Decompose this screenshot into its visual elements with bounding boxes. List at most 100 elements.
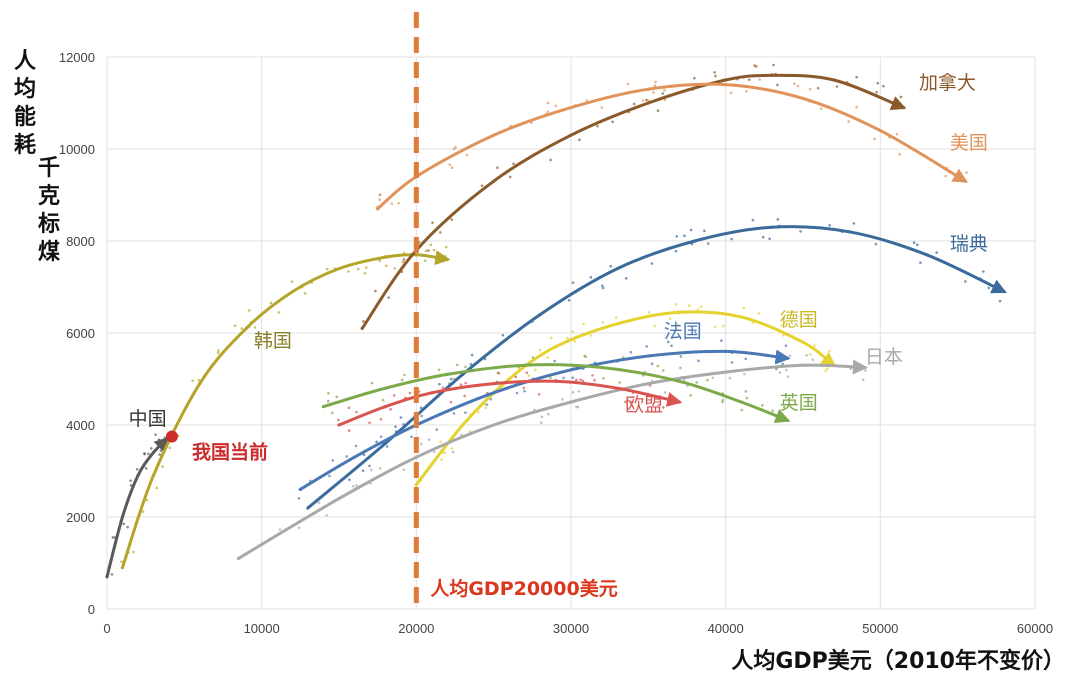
scatter-point: [602, 376, 605, 380]
scatter-point: [679, 355, 683, 358]
scatter-point: [438, 382, 441, 386]
scatter-point: [915, 243, 919, 247]
scatter-point: [402, 258, 406, 261]
scatter-point: [782, 405, 786, 409]
scatter-point: [864, 369, 867, 372]
scatter-point: [784, 321, 787, 324]
scatter-point: [614, 316, 618, 319]
scatter-point: [855, 105, 858, 109]
scatter-point: [378, 198, 381, 202]
scatter-point: [611, 120, 614, 124]
scatter-point: [394, 425, 397, 428]
scatter-point: [448, 163, 452, 166]
axis-ticks: 0 10000 20000 30000 40000 50000 60000 0 2000 4000…: [14, 49, 1065, 674]
scatter-point: [661, 92, 664, 95]
current-point-marker: [165, 430, 178, 443]
scatter-point: [695, 381, 698, 384]
scatter-point: [579, 378, 582, 381]
scatter-point: [433, 450, 436, 454]
scatter-point: [480, 184, 484, 187]
scatter-point: [722, 324, 725, 328]
scatter-point: [819, 107, 823, 110]
scatter-point: [847, 120, 850, 123]
scatter-point: [441, 386, 445, 389]
scatter-point: [754, 65, 758, 68]
scatter-point: [593, 378, 596, 382]
scatter-point: [278, 528, 282, 531]
scatter-point: [477, 411, 480, 414]
scatter-point: [784, 344, 788, 347]
scatter-point: [362, 453, 366, 457]
scatter-point: [451, 450, 455, 454]
series-line: [236, 359, 868, 560]
series-line: [322, 363, 791, 423]
scatter-point: [578, 138, 581, 141]
scatter-point: [674, 303, 678, 306]
scatter-point: [699, 305, 703, 309]
x-axis-label: 人均GDP美元（2010年不变价）: [731, 648, 1065, 674]
scatter-point: [624, 277, 628, 280]
scatter-point: [549, 336, 553, 340]
series-label: 德国: [780, 309, 818, 331]
series-line: [414, 310, 837, 487]
scatter-point: [126, 525, 129, 529]
scatter-point: [650, 362, 654, 366]
scatter-point: [600, 106, 604, 109]
scatter-point: [745, 396, 749, 400]
scatter-point: [624, 400, 627, 404]
scatter-point: [444, 254, 447, 258]
scatter-point: [514, 375, 518, 379]
scatter-point: [796, 84, 800, 88]
scatter-point: [663, 89, 666, 92]
scatter-point: [576, 405, 580, 409]
series-line: [105, 436, 170, 579]
scatter-point: [216, 349, 220, 352]
scatter-point: [387, 296, 391, 299]
scatter-point: [785, 368, 788, 372]
scatter-point: [464, 381, 467, 385]
scatter-point: [328, 474, 331, 478]
scatter-point: [247, 309, 251, 312]
scatter-point: [325, 267, 329, 271]
scatter-point: [403, 373, 406, 377]
scatter-point: [110, 573, 114, 576]
scatter-point: [744, 357, 748, 361]
scatter-point: [713, 325, 717, 329]
scatter-point: [679, 366, 682, 370]
series-label: 加拿大: [919, 71, 976, 94]
scatter-point: [356, 267, 360, 271]
scatter-point: [645, 98, 648, 102]
scatter-point: [397, 201, 400, 205]
scatter-point: [816, 86, 820, 90]
scatter-point: [423, 259, 427, 262]
x-tick-label: 50000: [862, 621, 898, 636]
scatter-point: [776, 218, 780, 221]
scatter-point: [370, 381, 374, 385]
scatter-point: [459, 383, 463, 387]
y-tick-label: 10000: [59, 142, 95, 157]
scatter-point: [670, 344, 673, 348]
scatter-point: [497, 372, 501, 375]
series-label: 英国: [780, 392, 818, 414]
reference-line-label: 人均GDP20000美元: [430, 577, 617, 600]
scatter-point: [440, 458, 443, 461]
scatter-point: [345, 455, 348, 458]
scatter-point: [782, 334, 785, 337]
scatter-point: [392, 394, 396, 397]
scatter-point: [683, 234, 686, 238]
scatter-point: [721, 398, 725, 402]
scatter-point: [747, 78, 751, 81]
scatter-point: [780, 324, 784, 327]
scatter-point: [374, 289, 377, 293]
scatter-point: [601, 321, 605, 324]
x-tick-label: 20000: [398, 621, 434, 636]
scatter-point: [689, 394, 692, 397]
series-line: [120, 250, 451, 570]
scatter-point: [852, 222, 856, 225]
scatter-point: [450, 218, 453, 221]
scatter-point: [581, 379, 585, 383]
scatter-point: [645, 345, 648, 348]
scatter-point: [728, 376, 732, 380]
scatter-point: [385, 445, 389, 448]
